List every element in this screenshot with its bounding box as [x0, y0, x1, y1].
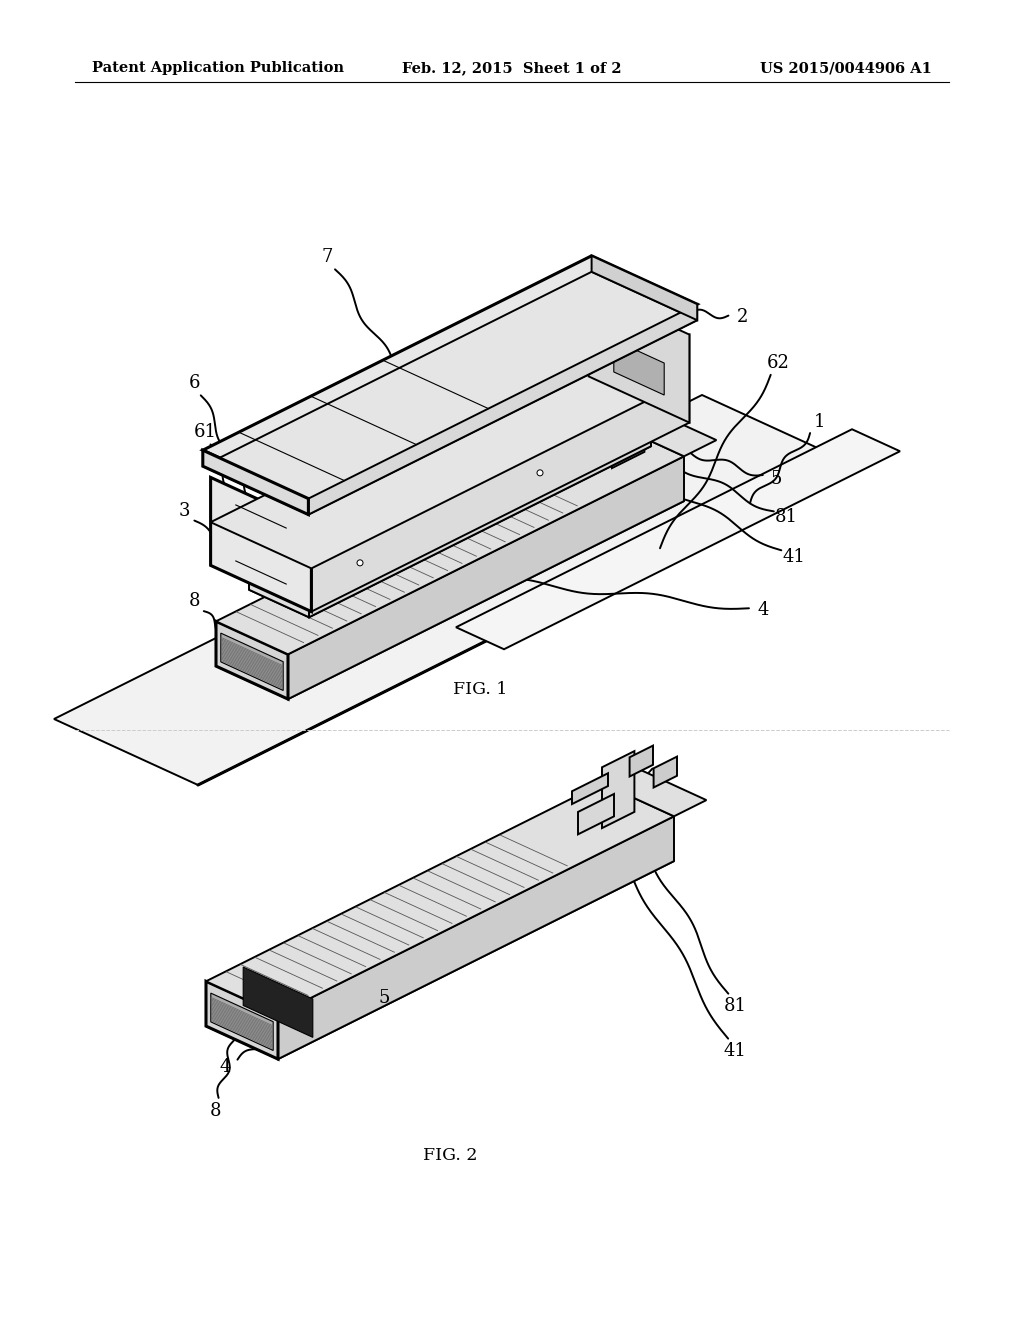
Text: Patent Application Publication: Patent Application Publication — [92, 61, 344, 75]
Polygon shape — [206, 981, 278, 1059]
Polygon shape — [244, 968, 312, 1038]
Polygon shape — [211, 993, 273, 1051]
Text: 3: 3 — [178, 502, 190, 520]
Polygon shape — [54, 395, 846, 785]
Text: 6: 6 — [188, 374, 201, 392]
Polygon shape — [221, 634, 284, 690]
Polygon shape — [588, 434, 624, 474]
Text: 41: 41 — [782, 548, 805, 566]
Text: 41: 41 — [724, 1041, 746, 1060]
Text: 62: 62 — [767, 354, 790, 372]
Polygon shape — [206, 828, 674, 1059]
Circle shape — [357, 560, 362, 566]
Text: FIG. 1: FIG. 1 — [453, 681, 507, 698]
Polygon shape — [211, 478, 311, 611]
Polygon shape — [456, 429, 900, 649]
Polygon shape — [311, 334, 689, 611]
Polygon shape — [613, 341, 665, 395]
Polygon shape — [582, 413, 618, 444]
Polygon shape — [216, 424, 684, 655]
Polygon shape — [249, 418, 651, 618]
Polygon shape — [602, 767, 707, 816]
Polygon shape — [309, 433, 651, 618]
Text: 1: 1 — [813, 413, 825, 432]
Polygon shape — [308, 304, 697, 515]
Polygon shape — [572, 774, 608, 804]
Polygon shape — [216, 469, 684, 700]
Polygon shape — [278, 816, 674, 1059]
Text: 5: 5 — [378, 989, 390, 1007]
Polygon shape — [653, 756, 677, 788]
Text: 5: 5 — [770, 470, 782, 488]
Polygon shape — [555, 389, 591, 437]
Polygon shape — [288, 457, 684, 700]
Polygon shape — [211, 333, 689, 569]
Text: 81: 81 — [724, 997, 746, 1015]
Polygon shape — [612, 391, 644, 469]
Text: FIG. 2: FIG. 2 — [423, 1147, 477, 1163]
Polygon shape — [203, 450, 308, 515]
Polygon shape — [216, 622, 288, 700]
Polygon shape — [589, 288, 689, 422]
Polygon shape — [612, 407, 717, 457]
Text: 4: 4 — [757, 601, 769, 619]
Text: 4: 4 — [219, 1057, 231, 1076]
Text: Feb. 12, 2015  Sheet 1 of 2: Feb. 12, 2015 Sheet 1 of 2 — [402, 61, 622, 75]
Polygon shape — [203, 256, 697, 499]
Polygon shape — [206, 783, 674, 1014]
Text: 7: 7 — [322, 248, 334, 267]
Polygon shape — [630, 746, 653, 776]
Text: 61: 61 — [194, 422, 216, 441]
Text: 8: 8 — [188, 591, 201, 610]
Polygon shape — [578, 793, 614, 834]
Polygon shape — [249, 577, 309, 618]
Circle shape — [537, 470, 543, 475]
Text: 2: 2 — [736, 308, 749, 326]
Polygon shape — [602, 751, 635, 828]
Text: US 2015/0044906 A1: US 2015/0044906 A1 — [760, 61, 932, 75]
Text: 8: 8 — [209, 1102, 221, 1121]
Polygon shape — [203, 272, 697, 515]
Text: 81: 81 — [775, 508, 798, 527]
Polygon shape — [592, 256, 697, 321]
